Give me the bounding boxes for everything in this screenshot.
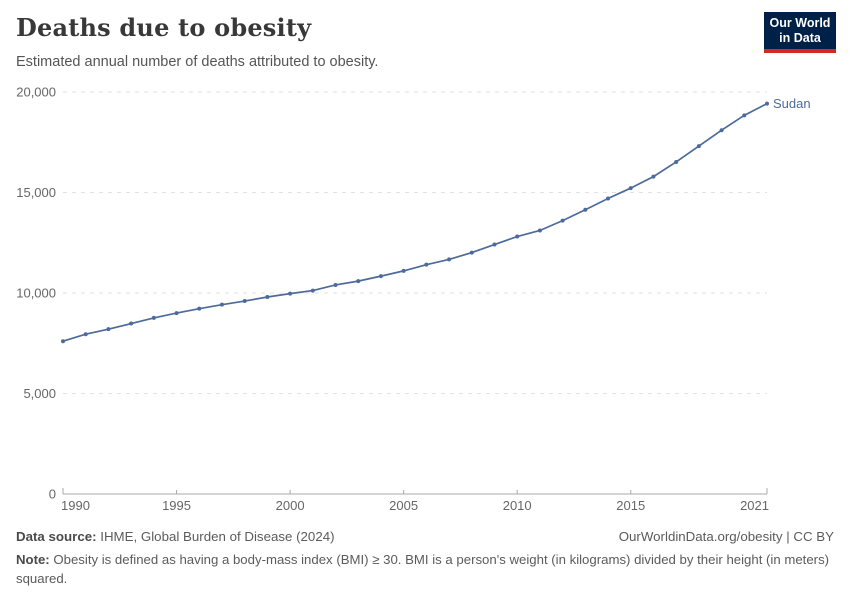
note-label: Note: bbox=[16, 552, 50, 567]
data-point bbox=[719, 128, 724, 133]
y-axis-tick-label: 5,000 bbox=[23, 386, 56, 401]
x-axis-tick-label: 1990 bbox=[61, 498, 90, 513]
data-source-value: IHME, Global Burden of Disease (2024) bbox=[96, 529, 335, 544]
data-point bbox=[83, 332, 88, 337]
data-point bbox=[197, 306, 202, 311]
x-axis-tick-label: 2015 bbox=[616, 498, 645, 513]
y-axis-tick-label: 15,000 bbox=[16, 185, 56, 200]
y-axis-tick-label: 10,000 bbox=[16, 286, 56, 301]
footer-source-row: Data source: IHME, Global Burden of Dise… bbox=[16, 528, 834, 546]
data-point bbox=[333, 282, 338, 287]
data-point bbox=[560, 218, 565, 223]
x-axis-tick-label: 2021 bbox=[740, 498, 769, 513]
data-point bbox=[742, 113, 747, 118]
data-point bbox=[447, 257, 452, 262]
logo-text-line2: in Data bbox=[779, 31, 821, 45]
data-point bbox=[219, 302, 224, 307]
data-point bbox=[151, 315, 156, 320]
data-point bbox=[515, 234, 520, 239]
logo-text-line1: Our World bbox=[769, 16, 831, 30]
data-point bbox=[696, 144, 701, 149]
owid-logo: Our World in Data bbox=[764, 12, 836, 53]
data-point bbox=[310, 288, 315, 293]
data-point bbox=[288, 291, 293, 296]
data-point bbox=[174, 311, 179, 316]
data-point bbox=[424, 262, 429, 267]
data-point bbox=[378, 274, 383, 279]
data-point bbox=[356, 279, 361, 284]
data-source-text: Data source: IHME, Global Burden of Dise… bbox=[16, 528, 335, 546]
page-title: Deaths due to obesity bbox=[16, 13, 312, 42]
data-point bbox=[492, 242, 497, 247]
y-axis-tick-label: 20,000 bbox=[16, 85, 56, 100]
x-axis-tick-label: 2000 bbox=[276, 498, 305, 513]
series-end-label: Sudan bbox=[773, 96, 811, 111]
data-point bbox=[61, 339, 65, 344]
footer-note: Note: Obesity is defined as having a bod… bbox=[16, 550, 834, 588]
data-point bbox=[606, 196, 611, 201]
data-point bbox=[765, 101, 769, 106]
y-axis-tick-label: 0 bbox=[49, 487, 56, 502]
data-point bbox=[242, 299, 247, 304]
chart-subtitle: Estimated annual number of deaths attrib… bbox=[16, 54, 379, 70]
owid-url-link[interactable]: OurWorldinData.org/obesity | CC BY bbox=[618, 529, 834, 544]
data-point bbox=[469, 250, 474, 255]
data-point bbox=[129, 321, 134, 326]
line-series-sudan bbox=[62, 102, 768, 343]
x-axis-tick-label: 2010 bbox=[503, 498, 532, 513]
data-point bbox=[537, 228, 542, 233]
data-point bbox=[651, 174, 656, 179]
x-axis-tick-label: 2005 bbox=[389, 498, 418, 513]
data-point bbox=[401, 268, 406, 273]
data-point bbox=[628, 186, 633, 191]
data-point bbox=[583, 207, 588, 212]
x-axis-tick-label: 1995 bbox=[162, 498, 191, 513]
data-source-label: Data source: bbox=[16, 529, 97, 544]
data-point bbox=[674, 159, 679, 164]
data-point bbox=[265, 295, 270, 300]
data-point bbox=[106, 327, 111, 332]
note-value: Obesity is defined as having a body-mass… bbox=[16, 552, 830, 586]
